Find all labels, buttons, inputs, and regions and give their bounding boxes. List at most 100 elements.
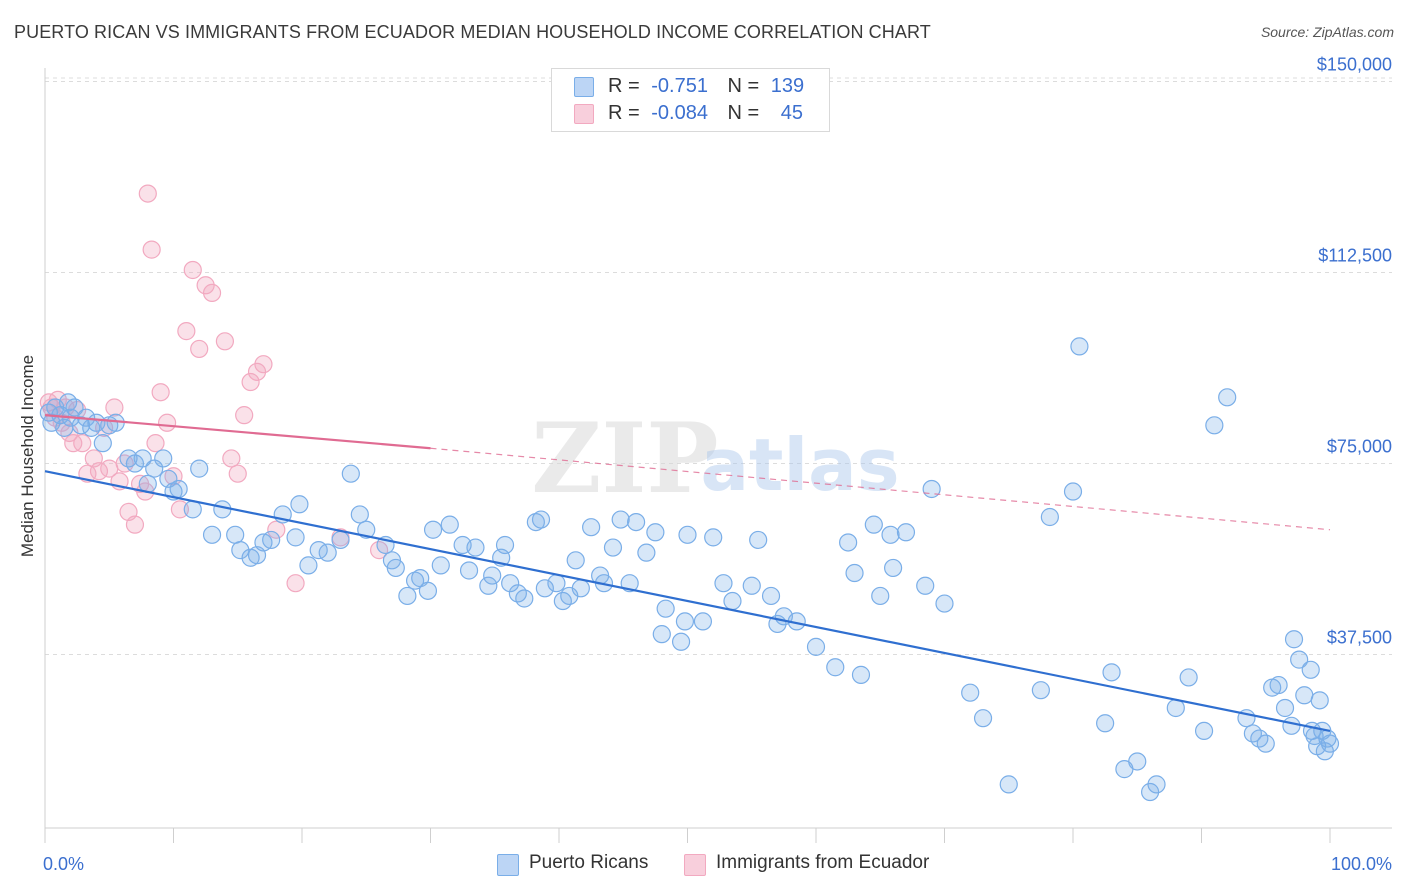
legend-r-value: -0.751 bbox=[651, 75, 708, 97]
puerto-rican-point bbox=[1256, 734, 1275, 753]
puerto-rican-point bbox=[637, 543, 656, 562]
ecuador-point bbox=[170, 500, 190, 519]
ecuador-point bbox=[105, 398, 124, 417]
puerto-rican-point bbox=[1194, 721, 1214, 741]
puerto-rican-point bbox=[671, 632, 691, 651]
puerto-rican-point bbox=[704, 528, 723, 547]
puerto-rican-point bbox=[183, 500, 202, 519]
ecuador-point bbox=[241, 372, 260, 392]
puerto-rican-point bbox=[611, 510, 630, 529]
puerto-rican-point bbox=[571, 579, 590, 598]
axes bbox=[44, 68, 1392, 843]
puerto-rican-point bbox=[226, 525, 245, 544]
puerto-rican-point bbox=[1301, 660, 1320, 679]
puerto-rican-point bbox=[999, 775, 1018, 794]
puerto-rican-point bbox=[1140, 782, 1160, 802]
ecuador-point bbox=[157, 413, 177, 432]
ecuador-point bbox=[146, 434, 165, 453]
puerto-rican-point bbox=[935, 594, 954, 613]
puerto-rican-point bbox=[566, 551, 585, 570]
correlation-legend: R = -0.751 N = 139 R = -0.084 N = 45 bbox=[551, 68, 830, 132]
puerto-rican-point bbox=[190, 459, 209, 478]
puerto-rican-points bbox=[39, 337, 1340, 802]
legend-n-label: N = bbox=[727, 102, 760, 124]
puerto-rican-point bbox=[896, 523, 916, 542]
puerto-rican-point bbox=[459, 561, 479, 580]
ecuador-point bbox=[254, 355, 273, 374]
puerto-rican-point bbox=[1179, 668, 1198, 687]
bottom-legend-label: Immigrants from Ecuador bbox=[716, 852, 930, 873]
puerto-rican-point bbox=[299, 556, 318, 575]
puerto-rican-point bbox=[871, 586, 890, 606]
y-tick-label: $75,000 bbox=[1327, 437, 1392, 457]
puerto-rican-point bbox=[483, 566, 502, 585]
puerto-rican-point bbox=[1063, 482, 1083, 501]
watermark: ZIP atlas bbox=[531, 402, 899, 515]
puerto-rican-point bbox=[1284, 630, 1304, 649]
puerto-rican-point bbox=[231, 541, 250, 560]
puerto-rican-point bbox=[678, 525, 697, 544]
watermark-zip: ZIP bbox=[531, 402, 718, 515]
puerto-rican-point bbox=[851, 665, 871, 684]
source-label: Source: ZipAtlas.com bbox=[1260, 24, 1394, 40]
puerto-rican-point bbox=[1096, 714, 1115, 733]
puerto-rican-point bbox=[1275, 698, 1295, 718]
legend-r-label: R = bbox=[608, 75, 640, 97]
ecuador-point bbox=[267, 520, 286, 539]
ecuador-point bbox=[247, 362, 267, 381]
puerto-rican-point bbox=[1218, 388, 1237, 407]
trend-line-puerto-ricans bbox=[44, 470, 1331, 732]
puerto-rican-point bbox=[1290, 650, 1309, 669]
puerto-rican-point bbox=[1128, 752, 1147, 771]
puerto-rican-point bbox=[603, 538, 623, 557]
puerto-rican-point bbox=[1310, 691, 1329, 710]
puerto-rican-point bbox=[93, 434, 112, 453]
puerto-rican-point bbox=[286, 528, 305, 547]
trend-line-ecuador-extrapolated bbox=[430, 447, 1331, 531]
puerto-rican-point bbox=[883, 558, 903, 578]
puerto-rican-point bbox=[357, 520, 376, 539]
ecuador-point bbox=[190, 339, 209, 359]
puerto-rican-point bbox=[1205, 416, 1224, 435]
puerto-rican-point bbox=[290, 495, 309, 514]
puerto-rican-point bbox=[405, 571, 425, 590]
puerto-rican-point bbox=[916, 576, 935, 595]
puerto-rican-point bbox=[479, 576, 498, 595]
puerto-rican-point bbox=[839, 533, 858, 552]
puerto-rican-point bbox=[1040, 507, 1059, 527]
puerto-rican-point bbox=[656, 599, 675, 618]
puerto-rican-point bbox=[262, 530, 281, 550]
legend-n-value: 139 bbox=[770, 75, 805, 97]
bottom-legend-label: Puerto Ricans bbox=[529, 852, 649, 873]
puerto-rican-point bbox=[466, 538, 485, 557]
puerto-rican-point bbox=[431, 556, 450, 575]
puerto-rican-point bbox=[693, 612, 713, 631]
puerto-rican-point bbox=[646, 523, 665, 542]
trend-lines bbox=[44, 414, 1331, 732]
watermark-atlas: atlas bbox=[700, 423, 899, 507]
puerto-rican-point bbox=[535, 579, 554, 598]
legend-r-value: -0.084 bbox=[651, 102, 708, 124]
puerto-rican-point bbox=[922, 479, 941, 499]
puerto-rican-point bbox=[169, 479, 188, 499]
puerto-rican-point bbox=[154, 449, 173, 468]
puerto-rican-point bbox=[714, 574, 733, 593]
ecuador-point bbox=[286, 574, 305, 593]
puerto-rican-point bbox=[531, 510, 551, 529]
puerto-rican-point bbox=[582, 518, 601, 537]
ecuador-point bbox=[196, 276, 215, 295]
ecuador-point bbox=[228, 464, 247, 483]
puerto-rican-point bbox=[501, 574, 520, 593]
puerto-rican-point bbox=[1102, 663, 1121, 682]
puerto-rican-point bbox=[1269, 675, 1288, 695]
bottom-legend-swatch-pink bbox=[684, 854, 706, 876]
ecuador-point bbox=[52, 413, 71, 432]
puerto-rican-point bbox=[1031, 681, 1050, 700]
tick-labels: $37,500 $75,000 $112,500 $150,000 0.0% 100.0% bbox=[43, 55, 1392, 874]
puerto-rican-point bbox=[806, 637, 826, 656]
puerto-rican-point bbox=[626, 512, 646, 532]
puerto-rican-point bbox=[202, 525, 222, 544]
puerto-rican-point bbox=[675, 612, 695, 631]
puerto-rican-point bbox=[341, 464, 360, 483]
puerto-rican-point bbox=[423, 520, 443, 539]
